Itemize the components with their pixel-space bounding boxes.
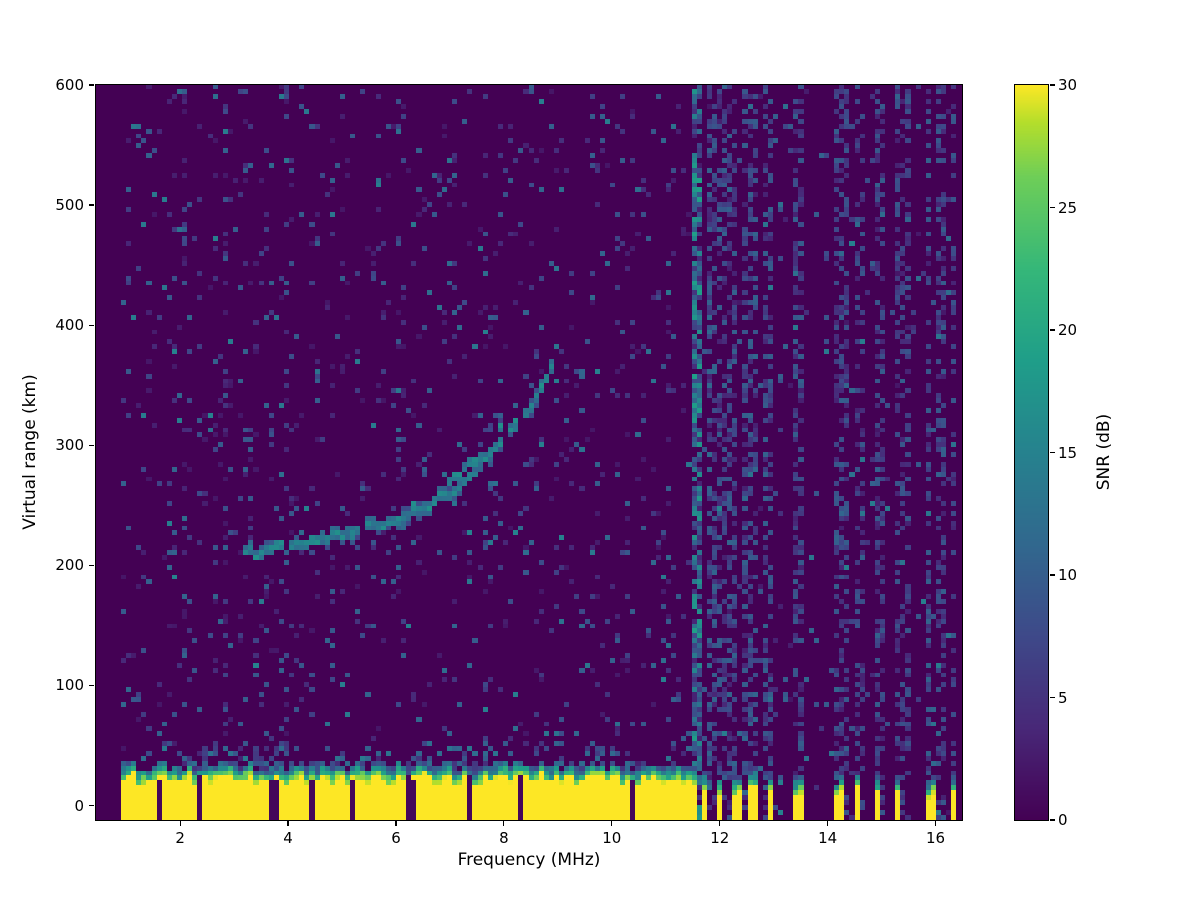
colorbar-tick-label: 15 — [1058, 443, 1078, 462]
y-tick-mark — [89, 84, 94, 86]
x-tick-label: 16 — [926, 829, 946, 847]
x-tick-mark — [719, 821, 721, 826]
colorbar-tick-mark — [1050, 696, 1055, 699]
y-tick-label: 500 — [55, 196, 84, 215]
colorbar-tick-mark — [1050, 819, 1055, 821]
colorbar-canvas — [1014, 84, 1049, 821]
y-axis-label: Virtual range (km) — [20, 374, 40, 530]
colorbar-tick-label: 25 — [1058, 198, 1078, 217]
y-tick-mark — [89, 204, 94, 206]
y-tick-label: 200 — [55, 556, 84, 575]
x-tick-label: 12 — [710, 829, 730, 847]
y-tick-mark — [89, 804, 94, 807]
y-tick-mark — [89, 444, 94, 446]
x-tick-label: 2 — [175, 829, 185, 847]
y-tick-label: 400 — [55, 316, 84, 335]
colorbar-tick-mark — [1050, 329, 1055, 331]
colorbar-tick-mark — [1050, 451, 1055, 454]
colorbar-tick-mark — [1050, 206, 1055, 209]
x-tick-mark — [611, 821, 613, 826]
x-tick-mark — [287, 821, 289, 826]
colorbar-label: SNR (dB) — [1094, 413, 1114, 491]
x-tick-label: 8 — [499, 829, 509, 847]
colorbar-tick-label: 30 — [1058, 76, 1078, 94]
x-tick-mark — [827, 821, 829, 826]
colorbar-tick-label: 0 — [1058, 811, 1068, 829]
colorbar-tick-mark — [1050, 574, 1055, 576]
x-axis-label: Frequency (MHz) — [457, 850, 601, 870]
y-tick-label: 100 — [55, 676, 84, 695]
x-tick-mark — [934, 821, 937, 826]
y-tick-label: 300 — [55, 436, 84, 455]
ionogram-heatmap-canvas — [95, 84, 963, 821]
y-tick-label: 600 — [55, 76, 84, 94]
y-tick-mark — [89, 564, 94, 566]
x-tick-label: 14 — [818, 829, 838, 847]
y-tick-mark — [89, 324, 94, 326]
y-tick-label: 0 — [74, 796, 84, 815]
x-tick-mark — [179, 821, 181, 826]
x-tick-label: 10 — [602, 829, 622, 847]
y-tick-mark — [89, 684, 94, 687]
x-tick-label: 4 — [283, 829, 293, 847]
colorbar-tick-label: 5 — [1058, 688, 1068, 707]
colorbar-tick-mark — [1050, 84, 1055, 86]
colorbar-tick-label: 20 — [1058, 321, 1078, 339]
x-tick-label: 6 — [391, 829, 401, 847]
x-tick-mark — [503, 821, 505, 826]
x-tick-mark — [395, 821, 397, 826]
colorbar-tick-label: 10 — [1058, 566, 1078, 584]
